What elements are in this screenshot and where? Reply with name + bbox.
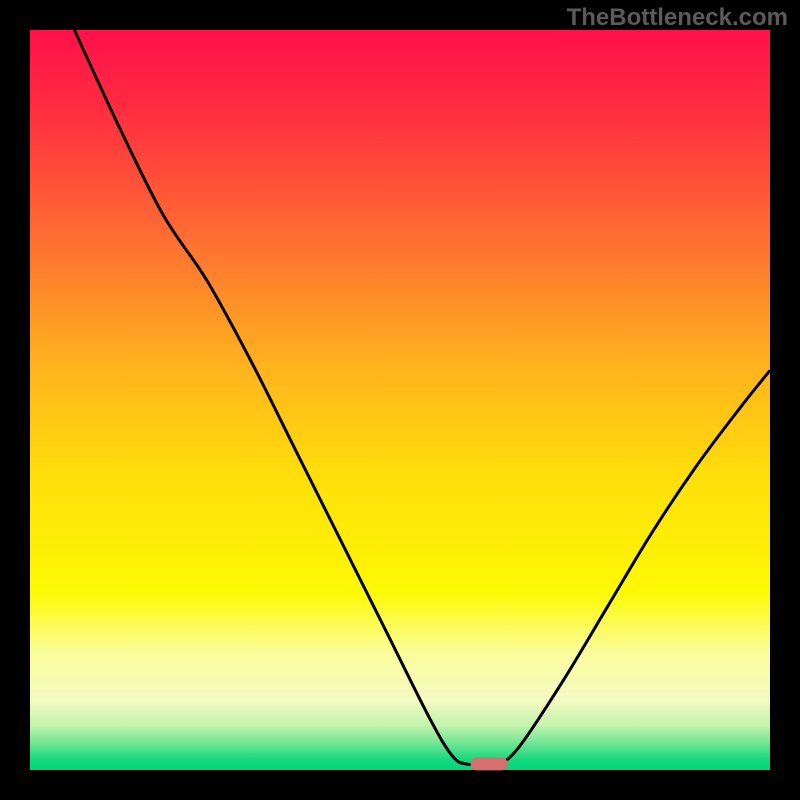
curve-svg — [30, 30, 770, 770]
watermark-text: TheBottleneck.com — [567, 4, 788, 32]
bottleneck-curve — [74, 30, 770, 766]
chart-frame: TheBottleneck.com — [0, 0, 800, 800]
optimum-marker — [470, 757, 507, 770]
plot-area — [30, 30, 770, 770]
